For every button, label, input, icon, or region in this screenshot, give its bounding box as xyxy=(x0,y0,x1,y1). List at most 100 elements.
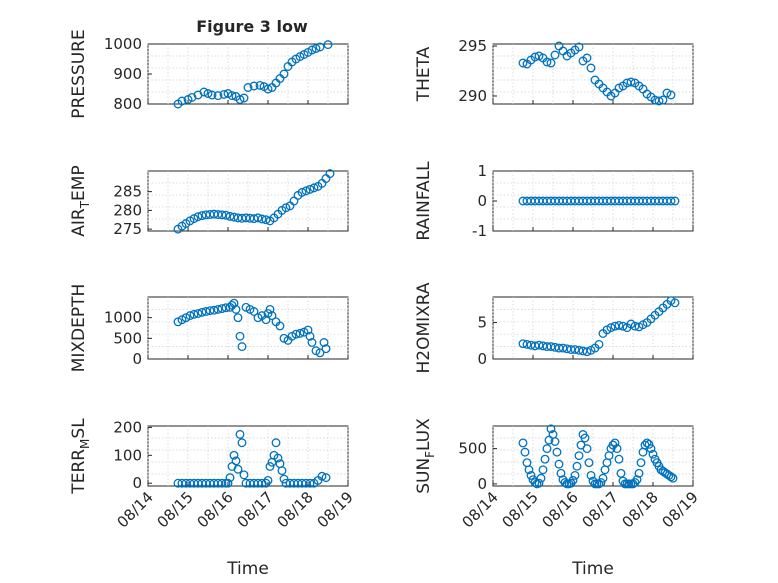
data-point xyxy=(321,344,331,354)
data-point xyxy=(526,470,536,480)
data-point xyxy=(235,331,245,341)
data-point xyxy=(317,471,327,481)
subplot-pressure: 800 900 1000 PRESSURE xyxy=(69,29,349,119)
data-point xyxy=(189,309,199,319)
x-tick-label: 08/14 xyxy=(114,488,157,531)
axes-box xyxy=(147,43,349,105)
axes-box xyxy=(147,170,349,232)
data-point xyxy=(233,313,243,323)
data-point xyxy=(556,468,566,478)
y-tick-label: 500 xyxy=(113,329,142,347)
data-point xyxy=(243,83,253,92)
data-point xyxy=(580,433,590,443)
x-tick-label: 08/15 xyxy=(154,488,197,531)
data-point xyxy=(524,465,534,475)
data-point xyxy=(235,95,245,104)
y-axis-label: MIXDEPTH xyxy=(69,284,89,373)
data-point xyxy=(249,81,259,91)
data-point xyxy=(177,96,187,106)
data-point xyxy=(315,348,325,358)
x-tick-label: 08/18 xyxy=(619,488,662,531)
y-tick-label: 0 xyxy=(132,474,142,492)
data-point xyxy=(574,451,584,461)
data-point xyxy=(207,90,217,100)
data-point xyxy=(560,478,570,487)
data-point xyxy=(546,58,556,68)
x-tick-label: 08/19 xyxy=(314,488,357,531)
data-point xyxy=(520,447,530,457)
y-tick-label: 1000 xyxy=(104,309,142,327)
data-point xyxy=(570,470,580,480)
data-point xyxy=(255,80,265,90)
data-point xyxy=(185,311,195,321)
data-point xyxy=(666,90,676,100)
x-tick-label: 08/16 xyxy=(539,488,582,531)
data-point xyxy=(644,439,654,449)
data-point xyxy=(540,454,550,464)
data-point xyxy=(279,69,289,79)
y-axis-label: THETA xyxy=(414,46,434,102)
y-axis-label: PRESSURE xyxy=(69,29,89,118)
data-point xyxy=(223,478,233,488)
data-point xyxy=(239,470,249,480)
data-point xyxy=(193,212,203,222)
data-point xyxy=(648,449,658,459)
data-point xyxy=(239,93,249,103)
data-point xyxy=(225,211,235,221)
data-point xyxy=(273,453,283,463)
y-axis-label: H2OMIXRA xyxy=(414,282,434,373)
data-point xyxy=(582,53,592,63)
data-point xyxy=(319,338,329,347)
data-point xyxy=(315,42,325,52)
data-point xyxy=(634,468,644,478)
data-point xyxy=(229,450,239,460)
data-point xyxy=(542,57,552,67)
data-point xyxy=(530,478,540,487)
data-point xyxy=(307,338,317,347)
data-point xyxy=(321,473,331,483)
data-point xyxy=(213,91,223,101)
data-point xyxy=(323,40,333,50)
data-point xyxy=(209,305,219,315)
data-point xyxy=(586,63,596,73)
y-tick-label: 280 xyxy=(113,201,142,219)
y-tick-label: 200 xyxy=(113,418,142,436)
x-tick-label: 08/14 xyxy=(459,488,502,531)
data-point xyxy=(197,307,207,317)
data-point xyxy=(546,424,556,434)
data-point xyxy=(666,472,676,482)
y-tick-label: 0 xyxy=(477,192,487,210)
y-tick-label: 0 xyxy=(132,350,142,368)
data-point xyxy=(265,304,275,314)
data-point xyxy=(632,475,642,485)
data-point xyxy=(275,321,285,331)
data-point xyxy=(257,214,267,224)
data-point xyxy=(217,478,227,488)
data-point xyxy=(668,473,678,483)
data-point xyxy=(199,87,209,97)
data-point xyxy=(263,84,273,94)
data-point xyxy=(670,196,680,206)
data-point xyxy=(249,307,259,316)
data-point xyxy=(574,42,584,52)
data-point xyxy=(233,464,243,474)
data-point xyxy=(572,461,582,471)
data-point xyxy=(187,92,197,102)
data-point xyxy=(596,478,606,487)
axes-box xyxy=(492,43,694,105)
data-point xyxy=(267,311,277,321)
data-point xyxy=(550,437,560,446)
x-tick-label: 08/17 xyxy=(234,488,277,531)
x-tick-label: 08/17 xyxy=(579,488,622,531)
y-tick-label: 285 xyxy=(113,183,142,201)
data-point xyxy=(646,444,656,454)
data-point xyxy=(518,438,528,448)
data-point xyxy=(221,210,231,220)
x-tick-label: 08/19 xyxy=(659,488,702,531)
y-tick-label: 290 xyxy=(458,87,487,105)
data-point xyxy=(538,465,548,475)
